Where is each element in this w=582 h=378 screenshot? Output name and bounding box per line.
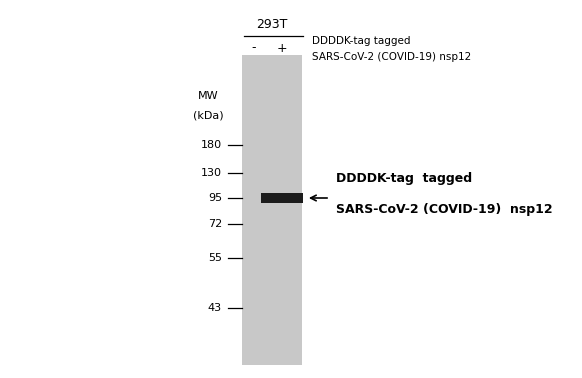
Text: 43: 43	[208, 303, 222, 313]
Text: +: +	[276, 42, 288, 54]
Text: 130: 130	[201, 168, 222, 178]
Text: (kDa): (kDa)	[193, 110, 223, 120]
Text: 180: 180	[201, 140, 222, 150]
Text: DDDDK-tag tagged: DDDDK-tag tagged	[312, 36, 410, 46]
Text: 293T: 293T	[256, 18, 288, 31]
Text: DDDDK-tag  tagged: DDDDK-tag tagged	[336, 172, 472, 185]
Text: -: -	[252, 42, 256, 54]
Text: 72: 72	[208, 219, 222, 229]
Text: MW: MW	[198, 91, 218, 101]
Text: 55: 55	[208, 253, 222, 263]
Text: SARS-CoV-2 (COVID-19) nsp12: SARS-CoV-2 (COVID-19) nsp12	[312, 52, 471, 62]
Text: SARS-CoV-2 (COVID-19)  nsp12: SARS-CoV-2 (COVID-19) nsp12	[336, 203, 553, 216]
Bar	[261, 193, 303, 203]
Bar	[242, 55, 302, 365]
Text: 95: 95	[208, 193, 222, 203]
